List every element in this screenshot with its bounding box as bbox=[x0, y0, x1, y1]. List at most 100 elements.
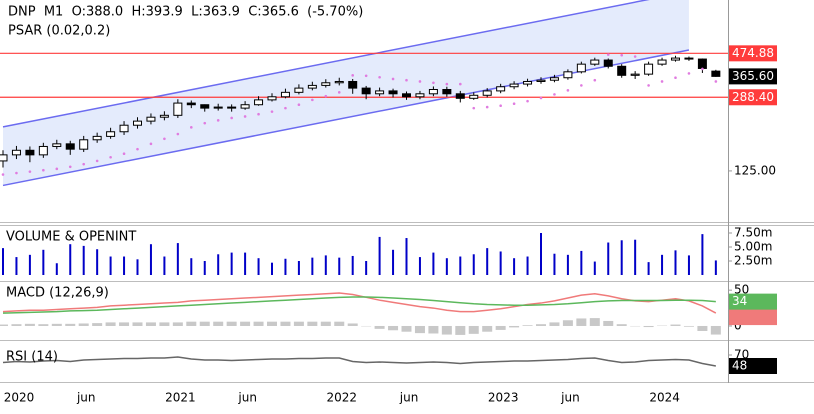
volume-bar bbox=[297, 261, 300, 275]
psar-dot bbox=[391, 77, 395, 81]
volume-bar bbox=[580, 250, 583, 275]
psar-dot bbox=[364, 74, 368, 78]
candle-body bbox=[307, 84, 317, 89]
volume-bar bbox=[176, 243, 179, 275]
overlay: 474.88 288.40 125.00 365.60 2020 jun 2021 jun 20… bbox=[0, 45, 777, 405]
psar-dot bbox=[109, 155, 112, 159]
volume-bar bbox=[445, 258, 448, 275]
volume-bar bbox=[634, 239, 637, 275]
psar-dot bbox=[485, 105, 489, 109]
psar-dot bbox=[149, 142, 153, 146]
candle-body bbox=[563, 71, 573, 79]
macd-histogram-bar bbox=[670, 324, 681, 326]
psar-dot bbox=[539, 96, 543, 100]
macd-histogram-bar bbox=[132, 322, 143, 326]
volume-bar bbox=[540, 233, 542, 275]
volume-bar bbox=[324, 255, 327, 275]
psar-dot bbox=[230, 116, 233, 120]
x-tick-label: jun bbox=[560, 391, 580, 405]
volume-bar bbox=[338, 257, 341, 275]
candle-body bbox=[280, 91, 290, 98]
psar-dot bbox=[553, 93, 556, 96]
psar-dot bbox=[337, 91, 341, 94]
psar-dot bbox=[405, 78, 408, 82]
x-tick-label: 2022 bbox=[327, 391, 358, 405]
candle-body bbox=[536, 79, 546, 82]
psar-dot bbox=[163, 137, 166, 141]
volume-bar bbox=[42, 249, 45, 275]
signal-value-label: 34 bbox=[732, 294, 747, 308]
candle-body bbox=[671, 57, 680, 61]
x-tick-label: 2024 bbox=[649, 391, 680, 405]
psar-dot bbox=[95, 159, 99, 163]
chart-title: DNP M1 O:388.0 H:393.9 L:363.9 C:365.6 (… bbox=[8, 5, 363, 20]
indicator-label: PSAR (0.02,0.2) bbox=[8, 24, 110, 39]
candle-body bbox=[321, 82, 331, 86]
macd-histogram-bar bbox=[199, 321, 210, 326]
candle-body bbox=[455, 93, 465, 99]
volume-bar bbox=[405, 238, 408, 275]
candle-body bbox=[348, 80, 358, 89]
y-tick-label: 7.50m bbox=[734, 226, 772, 240]
candle-body bbox=[173, 102, 183, 116]
candle-body bbox=[334, 80, 344, 84]
volume-bar bbox=[109, 256, 112, 275]
candle-body bbox=[92, 135, 102, 141]
psar-dot bbox=[257, 112, 260, 116]
candle-body bbox=[213, 106, 223, 109]
volume-bar bbox=[701, 234, 704, 275]
panel-title: MACD (12,26,9) bbox=[6, 286, 109, 301]
volume-bar bbox=[486, 248, 489, 275]
volume-bar bbox=[203, 261, 206, 275]
psar-dot bbox=[526, 99, 529, 103]
candle-body bbox=[576, 63, 586, 73]
candle-body bbox=[657, 59, 667, 65]
volume-bar bbox=[163, 256, 166, 275]
candle-body bbox=[79, 139, 89, 150]
level-box bbox=[729, 89, 777, 106]
macd-histogram-bar bbox=[616, 324, 627, 326]
volume-bar bbox=[2, 248, 4, 275]
y-tick-label: 5.00m bbox=[734, 240, 772, 254]
psar-dot bbox=[647, 84, 650, 87]
candle-body bbox=[119, 124, 129, 133]
macd-histogram-bar bbox=[455, 325, 466, 335]
psar-dot bbox=[512, 102, 516, 106]
channel-line bbox=[2, 0, 650, 128]
volume-bar bbox=[351, 255, 354, 275]
y-tick-label: 2.50m bbox=[734, 254, 772, 268]
macd-histogram-bar bbox=[186, 321, 197, 326]
panel-title: VOLUME & OPENINT bbox=[6, 230, 136, 245]
volume-bar bbox=[28, 254, 31, 275]
candle-body bbox=[428, 88, 438, 95]
x-tick-label: 2023 bbox=[488, 391, 519, 405]
candle-body bbox=[415, 93, 425, 98]
psar-dot bbox=[351, 74, 355, 77]
candle-body bbox=[402, 93, 411, 98]
volume-bar bbox=[82, 245, 85, 275]
rsi-value-box bbox=[729, 358, 777, 374]
volume-bar bbox=[661, 254, 664, 275]
macd-histogram-bar bbox=[428, 325, 439, 334]
psar-dot bbox=[660, 80, 664, 83]
macd-histogram-bar bbox=[307, 321, 318, 326]
candle-body bbox=[240, 104, 250, 109]
volume-bar bbox=[513, 258, 516, 275]
macd-histogram-bar bbox=[51, 323, 62, 326]
level-label: 288.40 bbox=[732, 90, 774, 104]
macd-value-box bbox=[729, 309, 777, 326]
macd-histogram-bar bbox=[119, 322, 130, 326]
macd-histogram-bar bbox=[320, 321, 331, 326]
macd-histogram-bar bbox=[414, 325, 425, 334]
macd-histogram-bar bbox=[347, 323, 358, 326]
psar-dot bbox=[270, 110, 274, 113]
psar-dot bbox=[580, 84, 583, 87]
candle-body bbox=[133, 120, 142, 126]
psar-dot bbox=[606, 53, 610, 56]
channel-fill bbox=[3, 0, 689, 186]
macd-histogram-bar bbox=[509, 325, 520, 328]
volume-bar bbox=[123, 256, 126, 275]
psar-dot bbox=[122, 152, 126, 155]
volume-bar bbox=[674, 250, 677, 275]
